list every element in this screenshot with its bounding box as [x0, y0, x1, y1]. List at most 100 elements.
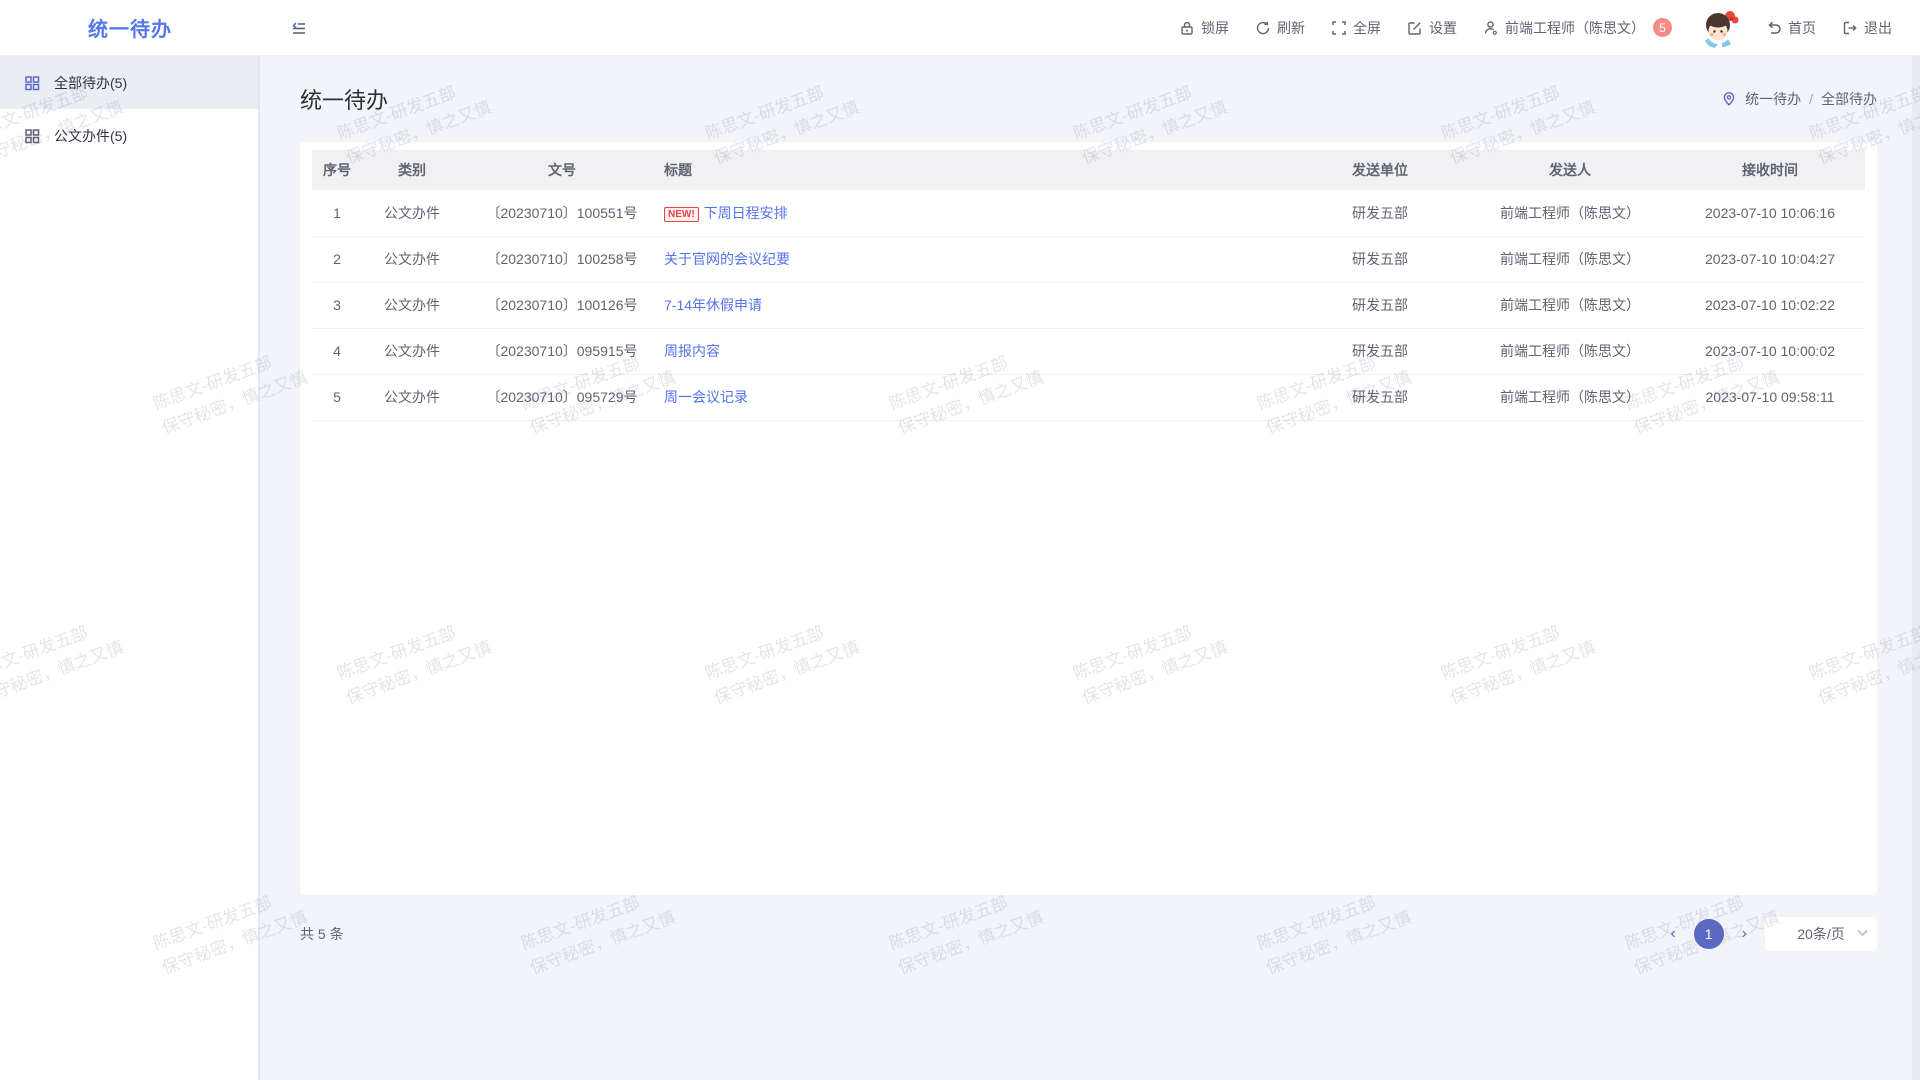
- logout-button[interactable]: 退出: [1842, 18, 1892, 38]
- refresh-button[interactable]: 刷新: [1255, 18, 1305, 38]
- grid-icon: [25, 128, 40, 143]
- column-header-title: 标题: [662, 150, 1295, 190]
- current-page-button[interactable]: 1: [1693, 919, 1724, 949]
- prev-page-button[interactable]: ‹: [1666, 922, 1679, 946]
- column-header-no: 序号: [312, 150, 362, 190]
- cell-category: 公文办件: [362, 374, 462, 421]
- menu-fold-button[interactable]: [290, 19, 308, 37]
- home-back-icon: [1768, 21, 1781, 34]
- home-label: 首页: [1788, 19, 1816, 36]
- settings-button[interactable]: 设置: [1407, 18, 1457, 38]
- cell-sender: 前端工程师（陈思文）: [1465, 190, 1675, 237]
- lock-icon: [1181, 21, 1193, 35]
- todo-table: 序号 类别 文号 标题 发送单位 发送人 接收时间 1 公文办件 〔202307…: [312, 150, 1865, 421]
- cell-received-time: 2023-07-10 09:58:11: [1675, 374, 1865, 421]
- cell-title: 周报内容: [662, 328, 1295, 375]
- table-row: 2 公文办件 〔20230710〕100258号 关于官网的会议纪要 研发五部 …: [312, 236, 1865, 283]
- cell-received-time: 2023-07-10 10:04:27: [1675, 236, 1865, 283]
- settings-label: 设置: [1429, 19, 1457, 36]
- cell-doc-no: 〔20230710〕095729号: [462, 374, 662, 421]
- cell-no: 3: [312, 282, 362, 329]
- cell-title: NEW! 下周日程安排: [662, 190, 1295, 237]
- lock-screen-button[interactable]: 锁屏: [1179, 18, 1229, 38]
- breadcrumb-item-current[interactable]: 全部待办: [1821, 91, 1877, 107]
- avatar-image: [1705, 10, 1739, 48]
- cell-category: 公文办件: [362, 236, 462, 283]
- fullscreen-button[interactable]: 全屏: [1331, 18, 1381, 38]
- cell-received-time: 2023-07-10 10:00:02: [1675, 328, 1865, 375]
- chevron-down-icon: [1857, 929, 1868, 937]
- grid-icon: [25, 75, 40, 90]
- avatar[interactable]: [1698, 7, 1740, 49]
- cell-sender-unit: 研发五部: [1295, 236, 1465, 283]
- top-header: 统一待办 锁屏 刷新: [0, 0, 1920, 56]
- column-header-received-time: 接收时间: [1675, 150, 1865, 190]
- logout-label: 退出: [1864, 19, 1892, 36]
- cell-sender-unit: 研发五部: [1295, 282, 1465, 329]
- cell-doc-no: 〔20230710〕100551号: [462, 190, 662, 237]
- user-icon: [1484, 20, 1497, 35]
- sidebar-item-official-docs[interactable]: 公文办件(5): [0, 109, 258, 162]
- cell-doc-no: 〔20230710〕095915号: [462, 328, 662, 375]
- table-row: 1 公文办件 〔20230710〕100551号 NEW! 下周日程安排 研发五部…: [312, 190, 1865, 237]
- cell-received-time: 2023-07-10 10:06:16: [1675, 190, 1865, 237]
- document-title-link[interactable]: 下周日程安排: [703, 204, 788, 221]
- document-title-link[interactable]: 7-14年休假申请: [664, 297, 763, 313]
- cell-title: 关于官网的会议纪要: [662, 236, 1295, 283]
- cell-category: 公文办件: [362, 190, 462, 237]
- breadcrumb-item-root[interactable]: 统一待办: [1745, 91, 1802, 107]
- cell-sender: 前端工程师（陈思文）: [1465, 328, 1675, 375]
- breadcrumb: 统一待办 / 全部待办: [1721, 89, 1877, 109]
- app-logo: 统一待办: [88, 19, 172, 41]
- cell-no: 4: [312, 328, 362, 375]
- document-title-link[interactable]: 周一会议记录: [664, 389, 748, 405]
- sidebar-item-label: 公文办件(5): [54, 127, 128, 144]
- home-button[interactable]: 首页: [1766, 18, 1816, 38]
- sidebar-item-all-todos[interactable]: 全部待办(5): [0, 56, 258, 109]
- table-row: 3 公文办件 〔20230710〕100126号 7-14年休假申请 研发五部 …: [312, 282, 1865, 329]
- table-body: 1 公文办件 〔20230710〕100551号 NEW! 下周日程安排 研发五部…: [312, 190, 1865, 421]
- fullscreen-label: 全屏: [1353, 19, 1381, 36]
- cell-doc-no: 〔20230710〕100126号: [462, 282, 662, 329]
- user-menu[interactable]: 前端工程师（陈思文） 5: [1483, 18, 1672, 38]
- page-size-select[interactable]: 20条/页: [1765, 917, 1877, 951]
- cell-title: 周一会议记录: [662, 374, 1295, 421]
- next-page-button[interactable]: ›: [1738, 922, 1751, 946]
- refresh-icon: [1256, 21, 1270, 34]
- lock-screen-label: 锁屏: [1201, 19, 1229, 36]
- cell-category: 公文办件: [362, 328, 462, 375]
- cell-sender-unit: 研发五部: [1295, 374, 1465, 421]
- document-title-link[interactable]: 周报内容: [664, 343, 720, 359]
- cell-category: 公文办件: [362, 282, 462, 329]
- column-header-sender-unit: 发送单位: [1295, 150, 1465, 190]
- fullscreen-icon: [1332, 20, 1346, 35]
- page-scrollbar[interactable]: [1912, 56, 1920, 1080]
- cell-no: 2: [312, 236, 362, 283]
- page-title: 统一待办: [300, 88, 389, 113]
- footer-bar: 共 5 条 ‹ 1 › 20条/页: [300, 916, 1877, 952]
- breadcrumb-separator: /: [1809, 91, 1813, 107]
- cell-sender-unit: 研发五部: [1295, 328, 1465, 375]
- total-count-label: 共 5 条: [300, 926, 344, 942]
- document-title-link[interactable]: 关于官网的会议纪要: [664, 251, 790, 267]
- settings-icon: [1408, 21, 1421, 35]
- cell-no: 5: [312, 374, 362, 421]
- table-row: 4 公文办件 〔20230710〕095915号 周报内容 研发五部 前端工程师…: [312, 328, 1865, 375]
- page-size-label: 20条/页: [1797, 926, 1845, 942]
- main-content: 统一待办 统一待办 / 全部待办 序号 类别 文号 标题 发送单位 发送人 接收…: [260, 56, 1920, 1080]
- cell-sender: 前端工程师（陈思文）: [1465, 236, 1675, 283]
- sidebar: 全部待办(5) 公文办件(5): [0, 56, 260, 1080]
- sidebar-item-label: 全部待办(5): [54, 74, 128, 91]
- user-label: 前端工程师（陈思文）: [1505, 19, 1645, 36]
- app-logo-box: 统一待办: [0, 13, 260, 42]
- todo-table-card: 序号 类别 文号 标题 发送单位 发送人 接收时间 1 公文办件 〔202307…: [300, 142, 1877, 895]
- cell-sender: 前端工程师（陈思文）: [1465, 282, 1675, 329]
- new-badge: NEW!: [664, 206, 699, 222]
- column-header-sender: 发送人: [1465, 150, 1675, 190]
- cell-sender-unit: 研发五部: [1295, 190, 1465, 237]
- cell-doc-no: 〔20230710〕100258号: [462, 236, 662, 283]
- refresh-label: 刷新: [1277, 19, 1305, 36]
- header-actions: 锁屏 刷新 全屏 设置: [1179, 7, 1920, 49]
- logout-icon: [1843, 21, 1857, 34]
- todo-count-badge: 5: [1653, 18, 1672, 37]
